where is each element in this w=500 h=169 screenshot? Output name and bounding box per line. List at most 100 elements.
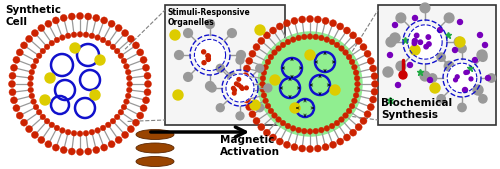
Circle shape bbox=[350, 32, 356, 39]
Circle shape bbox=[194, 39, 226, 71]
Circle shape bbox=[399, 71, 407, 79]
Circle shape bbox=[349, 103, 355, 109]
Circle shape bbox=[60, 147, 67, 153]
Circle shape bbox=[110, 44, 116, 50]
Circle shape bbox=[284, 141, 290, 148]
Circle shape bbox=[473, 85, 483, 95]
Circle shape bbox=[249, 50, 256, 57]
Circle shape bbox=[233, 88, 236, 92]
Circle shape bbox=[336, 23, 344, 30]
Circle shape bbox=[290, 126, 296, 131]
Circle shape bbox=[70, 43, 80, 53]
Text: Biochemical
Synthesis: Biochemical Synthesis bbox=[381, 98, 452, 120]
Circle shape bbox=[368, 57, 374, 64]
Circle shape bbox=[354, 76, 360, 81]
Circle shape bbox=[360, 44, 367, 51]
Ellipse shape bbox=[136, 129, 174, 139]
Circle shape bbox=[52, 144, 60, 151]
Circle shape bbox=[355, 124, 362, 131]
Circle shape bbox=[52, 17, 60, 24]
Circle shape bbox=[412, 39, 416, 43]
Circle shape bbox=[124, 64, 129, 69]
Circle shape bbox=[291, 144, 298, 151]
Circle shape bbox=[396, 13, 406, 23]
Circle shape bbox=[302, 128, 307, 134]
Circle shape bbox=[396, 61, 406, 71]
Circle shape bbox=[26, 30, 134, 138]
Circle shape bbox=[390, 33, 400, 43]
Circle shape bbox=[368, 104, 374, 111]
Circle shape bbox=[413, 39, 417, 43]
Circle shape bbox=[263, 64, 268, 70]
Circle shape bbox=[464, 71, 468, 74]
Circle shape bbox=[264, 84, 272, 92]
Circle shape bbox=[370, 96, 376, 103]
Circle shape bbox=[314, 16, 322, 23]
Circle shape bbox=[486, 76, 490, 80]
Circle shape bbox=[236, 51, 246, 59]
Circle shape bbox=[31, 99, 36, 104]
Circle shape bbox=[437, 95, 446, 103]
Circle shape bbox=[322, 17, 329, 24]
Text: Magnetic
Activation: Magnetic Activation bbox=[220, 135, 280, 157]
Circle shape bbox=[454, 78, 458, 82]
Circle shape bbox=[420, 71, 430, 81]
Circle shape bbox=[121, 104, 127, 110]
Circle shape bbox=[305, 50, 315, 60]
Circle shape bbox=[478, 95, 487, 103]
Circle shape bbox=[60, 15, 67, 21]
Circle shape bbox=[89, 129, 94, 135]
Circle shape bbox=[428, 78, 432, 82]
Circle shape bbox=[95, 128, 100, 133]
Circle shape bbox=[313, 34, 318, 40]
Circle shape bbox=[10, 64, 18, 71]
Circle shape bbox=[68, 13, 75, 20]
Text: Stimuli-Responsive
Organelles: Stimuli-Responsive Organelles bbox=[168, 8, 251, 27]
Circle shape bbox=[28, 75, 34, 81]
Circle shape bbox=[236, 83, 240, 87]
Circle shape bbox=[276, 117, 281, 122]
Circle shape bbox=[444, 13, 454, 23]
Circle shape bbox=[412, 41, 416, 45]
Circle shape bbox=[244, 65, 250, 72]
Circle shape bbox=[371, 88, 378, 95]
Bar bbox=[165, 5, 285, 125]
Circle shape bbox=[244, 86, 248, 90]
Circle shape bbox=[208, 84, 216, 92]
Circle shape bbox=[9, 89, 16, 96]
Circle shape bbox=[330, 39, 335, 45]
Circle shape bbox=[276, 138, 283, 145]
Circle shape bbox=[386, 37, 396, 47]
Circle shape bbox=[126, 87, 132, 93]
Circle shape bbox=[108, 141, 115, 148]
Circle shape bbox=[76, 149, 84, 155]
Circle shape bbox=[270, 75, 280, 85]
Circle shape bbox=[392, 22, 398, 28]
Circle shape bbox=[173, 90, 183, 100]
Circle shape bbox=[444, 61, 454, 71]
Circle shape bbox=[414, 33, 419, 38]
Circle shape bbox=[383, 67, 393, 77]
Circle shape bbox=[118, 109, 124, 115]
Circle shape bbox=[280, 42, 286, 48]
Circle shape bbox=[240, 87, 244, 90]
Circle shape bbox=[330, 85, 340, 95]
Circle shape bbox=[426, 35, 430, 39]
Circle shape bbox=[324, 126, 330, 131]
Circle shape bbox=[93, 147, 100, 153]
Circle shape bbox=[29, 93, 34, 99]
Circle shape bbox=[280, 120, 286, 126]
Circle shape bbox=[100, 125, 106, 131]
Circle shape bbox=[396, 82, 400, 88]
Circle shape bbox=[118, 53, 124, 59]
Circle shape bbox=[10, 97, 18, 104]
Circle shape bbox=[216, 64, 224, 72]
Circle shape bbox=[334, 42, 340, 48]
Circle shape bbox=[236, 56, 244, 64]
Circle shape bbox=[45, 141, 52, 148]
Circle shape bbox=[144, 80, 152, 88]
Circle shape bbox=[202, 61, 206, 65]
Circle shape bbox=[128, 126, 134, 133]
Circle shape bbox=[126, 69, 131, 75]
Circle shape bbox=[60, 35, 65, 40]
